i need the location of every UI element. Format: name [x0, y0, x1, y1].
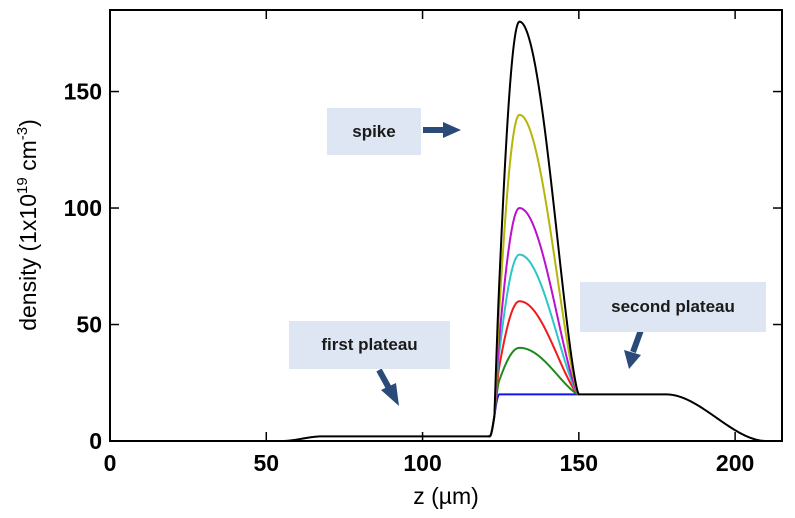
spike-annotation: spike — [327, 108, 421, 155]
ticks-group: 0 50 100 150 200 0 50 100 150 — [64, 10, 782, 476]
series-line-magenta — [487, 207, 580, 438]
x-tick-label: 50 — [253, 450, 279, 476]
second-plateau-annotation: second plateau — [580, 282, 766, 332]
x-tick-label: 150 — [560, 450, 598, 476]
series-line-yellow — [487, 113, 580, 438]
x-tick-label: 200 — [716, 450, 754, 476]
series-line-green — [487, 346, 580, 438]
y-axis-label: density (1x1019 cm-3) — [14, 119, 41, 331]
series-group — [266, 20, 776, 442]
x-tick-label: 100 — [403, 450, 441, 476]
spike-arrow — [423, 122, 461, 138]
second-plateau-arrow — [624, 328, 644, 369]
series-line-cyan — [487, 253, 580, 438]
plot-frame — [109, 9, 783, 442]
series-line-black — [266, 20, 776, 442]
y-tick-label: 0 — [89, 428, 102, 454]
y-tick-label: 150 — [64, 79, 102, 105]
first-plateau-annotation: first plateau — [289, 321, 450, 369]
first-plateau-arrow — [376, 368, 399, 406]
y-tick-label: 100 — [64, 195, 102, 221]
y-tick-label: 50 — [76, 312, 102, 338]
x-tick-label: 0 — [104, 450, 117, 476]
series-line-blue — [487, 393, 580, 438]
series-line-red — [487, 300, 580, 438]
x-axis-label: z (µm) — [413, 483, 479, 509]
